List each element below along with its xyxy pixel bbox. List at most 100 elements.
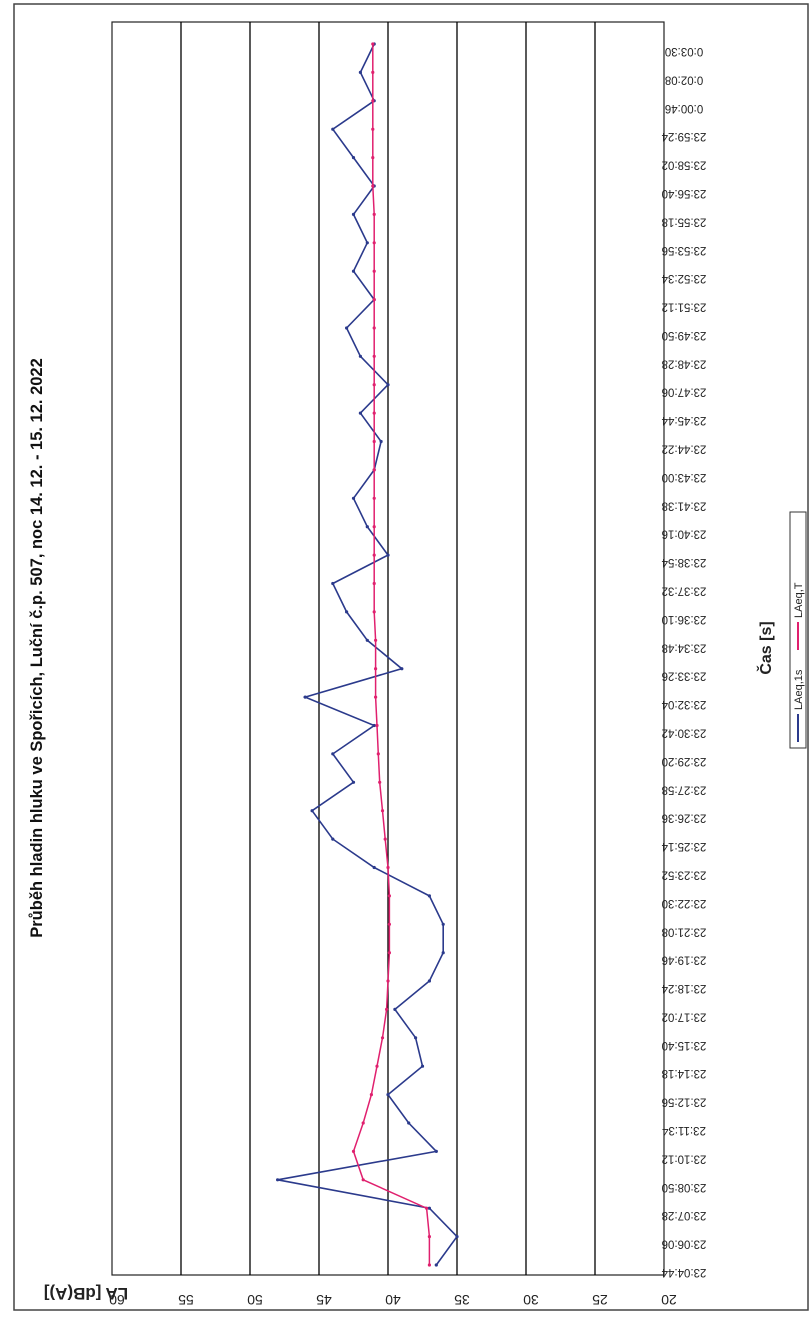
x-tick-label: 23:07:28 <box>662 1209 707 1221</box>
data-point-laeq1s <box>331 127 335 131</box>
x-tick-label: 23:43:00 <box>662 471 707 483</box>
x-tick-label: 23:17:02 <box>662 1010 707 1022</box>
x-tick-label: 23:36:10 <box>662 613 707 625</box>
series-line-laeq1s <box>277 43 459 1266</box>
x-tick-label: 23:58:02 <box>662 159 707 171</box>
y-tick-label-25: 25 <box>592 1292 608 1308</box>
x-tick-label: 23:23:52 <box>662 868 707 880</box>
data-point-laeqt <box>386 979 390 983</box>
data-point-laeq1s <box>441 922 445 926</box>
data-point-laeq1s <box>407 1121 411 1125</box>
data-point-laeqt <box>372 354 376 358</box>
legend-label-laeq1s: LAeq,1s <box>793 669 805 710</box>
data-point-laeq1s <box>331 752 335 756</box>
data-point-laeqt <box>427 1263 431 1267</box>
data-point-laeq1s <box>427 894 431 898</box>
data-point-laeq1s <box>351 212 356 216</box>
x-axis-label: Čas [s] <box>756 621 775 674</box>
x-tick-label: 23:21:08 <box>662 925 707 937</box>
x-tick-label: 23:18:24 <box>661 982 706 994</box>
data-point-laeqt <box>374 638 378 642</box>
data-point-laeqt <box>372 553 376 557</box>
x-tick-label: 0:03:30 <box>665 45 703 57</box>
data-point-laeq1s <box>372 865 376 870</box>
data-point-laeq1s <box>310 809 314 813</box>
y-tick-label-60: 60 <box>109 1292 125 1308</box>
data-point-laeq1s <box>358 354 362 358</box>
x-tick-label: 23:48:28 <box>662 357 707 369</box>
x-tick-label: 23:29:20 <box>662 755 707 767</box>
gridlines <box>180 22 596 1275</box>
x-tick-label: 23:44:22 <box>662 443 707 455</box>
y-axis-ticks: 60 55 50 45 40 35 30 25 20 <box>109 1292 677 1308</box>
x-tick-label: 0:02:08 <box>665 73 703 85</box>
y-tick-label-20: 20 <box>661 1292 677 1308</box>
data-point-laeqt <box>427 1235 431 1239</box>
x-tick-label: 23:12:56 <box>662 1096 707 1108</box>
x-tick-label: 23:55:18 <box>662 215 707 227</box>
data-point-laeq1s <box>414 1036 418 1040</box>
data-point-laeqt <box>372 411 376 415</box>
data-point-laeqt <box>351 1149 356 1153</box>
data-point-laeq1s <box>427 979 431 983</box>
x-tick-label: 23:22:30 <box>662 897 707 909</box>
data-point-laeq1s <box>379 439 383 444</box>
outer-frame <box>13 3 809 1311</box>
data-point-laeq1s <box>345 326 349 330</box>
x-tick-label: 23:40:16 <box>662 528 707 540</box>
x-tick-label: 23:41:38 <box>662 499 707 511</box>
data-point-laeq1s <box>386 553 390 557</box>
x-tick-label: 23:19:46 <box>662 954 707 966</box>
data-point-laeqt <box>386 865 390 870</box>
legend: LAeq,1s LAeq,T <box>789 511 807 749</box>
y-tick-label-50: 50 <box>247 1292 263 1308</box>
data-point-laeqt <box>361 1178 365 1182</box>
data-point-laeqt <box>387 951 391 955</box>
data-point-laeqt <box>372 212 376 216</box>
x-tick-label: 23:27:58 <box>662 783 707 795</box>
data-point-laeqt <box>425 1206 429 1210</box>
data-point-laeqt <box>371 156 375 160</box>
data-point-laeqt <box>385 1007 389 1012</box>
data-point-laeq1s <box>331 837 335 841</box>
data-point-laeq1s <box>434 1263 438 1267</box>
x-tick-label: 23:45:44 <box>661 414 706 426</box>
data-point-laeq1s <box>276 1178 280 1182</box>
x-tick-label: 23:10:12 <box>662 1152 707 1164</box>
data-point-laeqt <box>371 42 375 46</box>
data-point-laeq1s <box>372 723 376 728</box>
data-point-laeqt <box>374 667 378 671</box>
data-point-laeqt <box>372 525 376 529</box>
data-point-laeq1s <box>393 1007 397 1012</box>
y-axis-label: LA [dB(A)] <box>44 1284 128 1303</box>
data-point-laeqt <box>372 298 376 302</box>
data-point-laeqt <box>371 99 375 103</box>
data-point-laeq1s <box>365 638 369 642</box>
x-tick-label: 23:51:12 <box>662 301 707 313</box>
data-point-laeqt <box>371 184 375 188</box>
data-point-laeqt <box>371 70 375 74</box>
y-tick-label-55: 55 <box>178 1292 194 1308</box>
data-point-laeq1s <box>345 610 349 614</box>
data-point-laeq1s <box>351 156 356 160</box>
data-point-laeq1s <box>331 581 335 586</box>
x-tick-label: 23:15:40 <box>662 1039 707 1051</box>
data-point-laeq1s <box>351 269 356 273</box>
x-tick-label: 23:53:56 <box>662 244 707 256</box>
x-tick-label: 23:32:04 <box>661 698 706 710</box>
data-point-laeq1s <box>386 1093 390 1097</box>
y-tick-label-45: 45 <box>316 1292 332 1308</box>
data-point-laeqt <box>380 1036 385 1040</box>
y-tick-label-30: 30 <box>523 1292 539 1308</box>
x-tick-label: 23:59:24 <box>661 130 706 142</box>
legend-label-laeqt: LAeq,T <box>793 582 805 618</box>
y-tick-label-40: 40 <box>385 1292 401 1308</box>
data-point-laeqt <box>371 127 375 131</box>
data-point-laeqt <box>378 780 382 784</box>
data-point-laeqt <box>383 837 387 841</box>
data-point-laeqt <box>375 1064 379 1068</box>
data-point-laeqt <box>372 439 376 444</box>
x-tick-label: 23:33:26 <box>662 670 707 682</box>
